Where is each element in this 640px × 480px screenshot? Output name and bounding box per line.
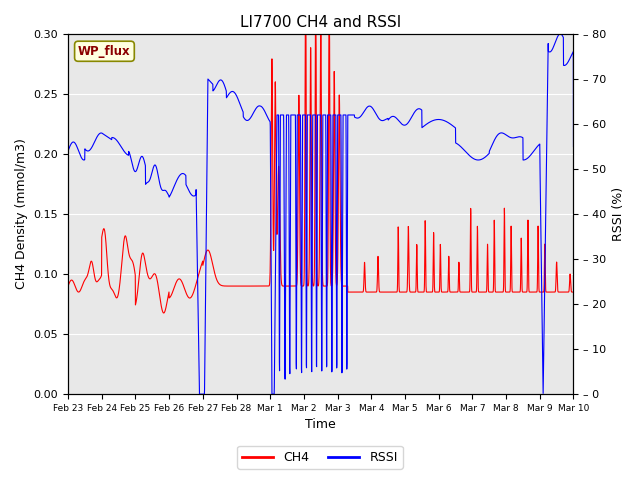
Y-axis label: RSSI (%): RSSI (%)	[612, 187, 625, 241]
Title: LI7700 CH4 and RSSI: LI7700 CH4 and RSSI	[240, 15, 401, 30]
X-axis label: Time: Time	[305, 419, 336, 432]
Y-axis label: CH4 Density (mmol/m3): CH4 Density (mmol/m3)	[15, 139, 28, 289]
Legend: CH4, RSSI: CH4, RSSI	[237, 446, 403, 469]
Text: WP_flux: WP_flux	[78, 45, 131, 58]
